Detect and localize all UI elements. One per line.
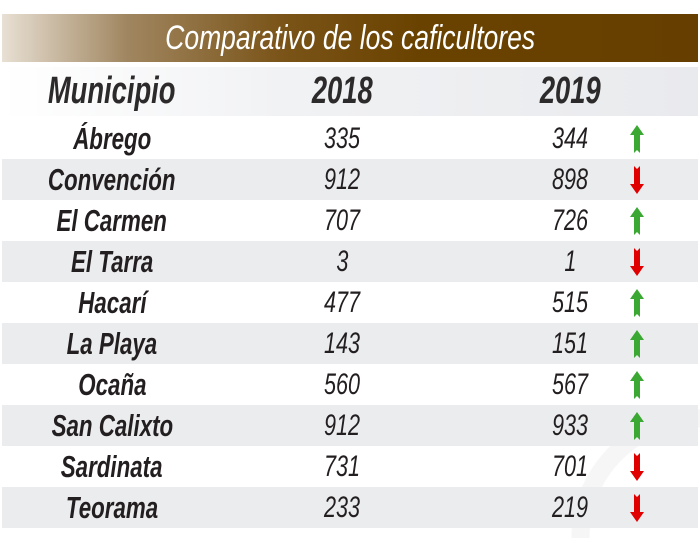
value-2018: 143	[323, 326, 361, 360]
arrow-down-icon	[617, 446, 657, 487]
table-row: Convención 912 898	[2, 159, 698, 200]
table-row: Hacarí 477 515	[2, 282, 698, 323]
table-row: Ocaña 560 567	[2, 364, 698, 405]
arrow-up-icon	[617, 405, 657, 446]
arrow-down-icon	[617, 241, 657, 282]
value-2019: 933	[551, 408, 589, 442]
value-2019: 726	[551, 203, 589, 237]
table-row: Ábrego 335 344	[2, 118, 698, 159]
municipio-name: La Playa	[66, 325, 158, 361]
value-2019: 567	[551, 367, 589, 401]
municipio-name: El Carmen	[56, 202, 168, 238]
arrow-up-icon	[617, 118, 657, 159]
municipio-name: Ocaña	[77, 366, 147, 402]
value-2018: 912	[323, 162, 361, 196]
value-2018: 233	[323, 490, 361, 524]
table-row: Teorama 233 219	[2, 487, 698, 528]
arrow-up-icon	[617, 282, 657, 323]
header-2018: 2018	[311, 70, 373, 112]
header-row: Municipio 2018 2019	[2, 67, 698, 116]
arrow-down-icon	[617, 159, 657, 200]
arrow-up-icon	[617, 323, 657, 364]
municipio-name: Convención	[48, 161, 176, 197]
table-row: El Carmen 707 726	[2, 200, 698, 241]
table-row: La Playa 143 151	[2, 323, 698, 364]
value-2019: 344	[551, 121, 589, 155]
header-2019: 2019	[539, 70, 601, 112]
municipio-name: San Calixto	[51, 407, 173, 443]
municipio-name: Hacarí	[77, 284, 147, 320]
municipio-name: Sardinata	[61, 448, 163, 484]
value-2019: 701	[551, 449, 589, 483]
value-2018: 335	[323, 121, 361, 155]
arrow-up-icon	[617, 364, 657, 405]
value-2018: 912	[323, 408, 361, 442]
value-2019: 151	[551, 326, 589, 360]
table-row: El Tarra 3 1	[2, 241, 698, 282]
table-row: San Calixto 912 933	[2, 405, 698, 446]
value-2018: 3	[335, 244, 349, 278]
table-row: Sardinata 731 701	[2, 446, 698, 487]
arrow-down-icon	[617, 487, 657, 528]
table-title: Comparativo de los caficultores	[165, 18, 535, 57]
value-2019: 1	[563, 244, 577, 278]
value-2019: 515	[551, 285, 589, 319]
value-2018: 731	[323, 449, 361, 483]
header-municipio: Municipio	[48, 70, 176, 112]
value-2018: 477	[323, 285, 361, 319]
municipio-name: Teorama	[65, 489, 159, 525]
municipio-name: Ábrego	[72, 120, 152, 156]
table-title-bar: Comparativo de los caficultores	[2, 14, 698, 62]
value-2019: 219	[551, 490, 589, 524]
value-2019: 898	[551, 162, 589, 196]
value-2018: 560	[323, 367, 361, 401]
value-2018: 707	[323, 203, 361, 237]
municipio-name: El Tarra	[70, 243, 154, 279]
arrow-up-icon	[617, 200, 657, 241]
